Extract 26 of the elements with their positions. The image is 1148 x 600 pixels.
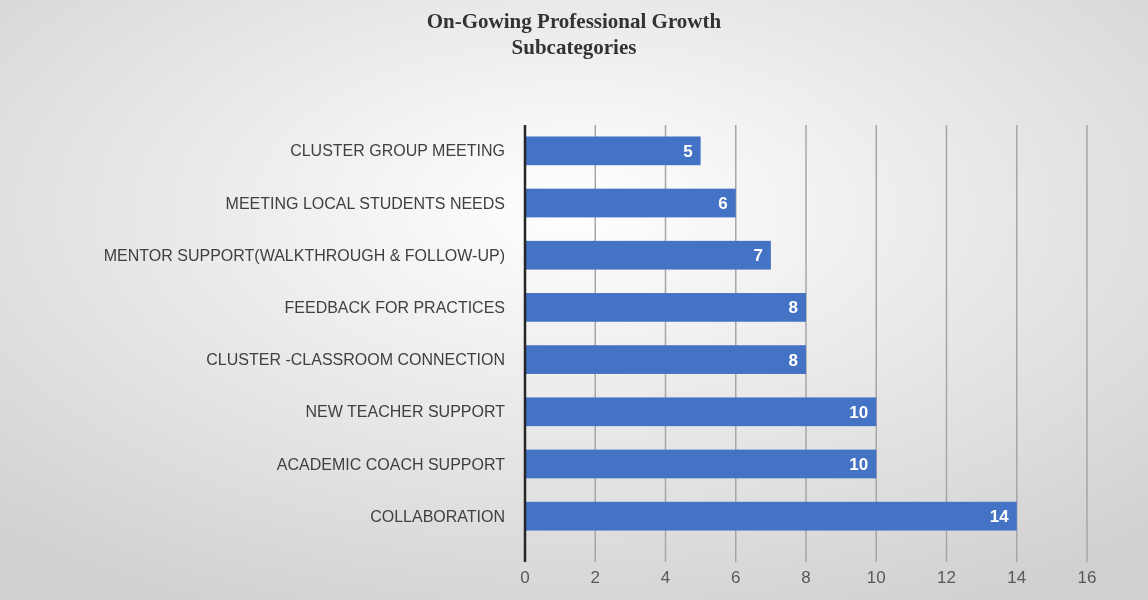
data-label: 8 [788,350,798,370]
x-tick-label: 14 [1007,568,1027,587]
data-label: 14 [989,507,1010,527]
data-label: 10 [849,454,869,474]
data-label: 6 [718,193,728,213]
x-tick-label: 10 [866,568,886,587]
data-label: 8 [788,298,798,318]
y-tick-label: MENTOR SUPPORT(WALKTHROUGH & FOLLOW-UP) [103,246,505,264]
y-tick-label: FEEDBACK FOR PRACTICES [284,299,505,316]
data-label: 7 [753,246,763,266]
x-tick-label: 4 [660,568,671,587]
y-tick-label: CLUSTER GROUP MEETING [290,142,505,160]
data-label: 5 [683,141,693,161]
x-tick-label: 2 [590,568,600,587]
y-tick-label: ACADEMIC COACH SUPPORT [276,455,506,473]
chart-title: On-Gowing Professional Growth Subcategories [426,9,722,59]
y-tick-label: CLUSTER -CLASSROOM CONNECTION [206,351,505,369]
x-tick-label: 6 [731,568,741,587]
y-tick-label: NEW TEACHER SUPPORT [305,403,506,421]
data-label: 10 [849,402,869,422]
x-tick-label: 8 [801,568,811,587]
x-tick-label: 0 [520,568,530,587]
y-tick-label: COLLABORATION [370,507,505,525]
x-tick-label: 16 [1077,568,1097,587]
x-tick-label: 12 [937,568,956,587]
y-tick-label: MEETING LOCAL STUDENTS NEEDS [225,194,505,212]
